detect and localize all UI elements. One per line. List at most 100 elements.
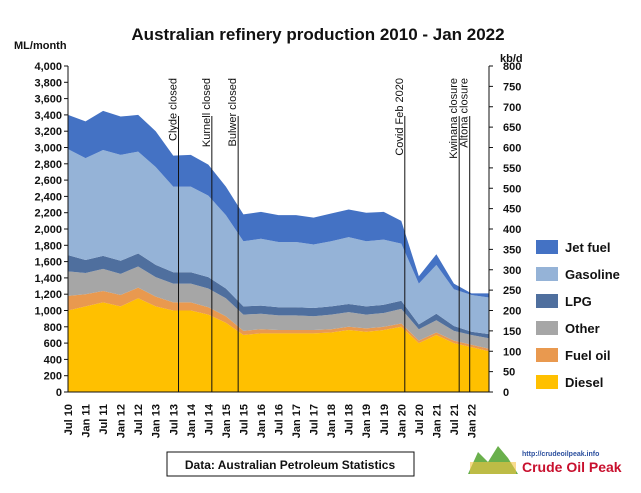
event-label: Clyde closed	[168, 78, 180, 141]
y-right-tick-label: 750	[503, 81, 521, 93]
y-left-tick-label: 200	[44, 371, 62, 383]
x-tick-label: Jan 17	[291, 404, 303, 438]
series-area-jet-fuel	[68, 110, 489, 298]
x-tick-label: Jan 20	[396, 404, 408, 438]
x-tick-label: Jul 10	[63, 404, 75, 435]
y-right-tick-label: 350	[503, 244, 521, 256]
legend-swatch-jet-fuel	[536, 240, 558, 254]
x-tick-label: Jan 22	[466, 404, 478, 438]
y-right-tick-label: 200	[503, 306, 521, 318]
legend-swatch-gasoline	[536, 267, 558, 281]
legend-swatch-diesel	[536, 375, 558, 389]
x-tick-label: Jul 21	[449, 404, 461, 435]
x-tick-label: Jul 14	[203, 403, 215, 435]
y-right-tick-label: 500	[503, 183, 521, 195]
x-tick-label: Jan 11	[81, 404, 93, 438]
series-area-gasoline	[68, 149, 489, 335]
x-tick-label: Jul 13	[168, 404, 180, 435]
y-right-tick-label: 50	[503, 367, 515, 379]
y-left-tick-label: 3,600	[34, 94, 62, 106]
x-tick-label: Jul 12	[133, 404, 145, 435]
y-right-tick-label: 650	[503, 122, 521, 134]
y-left-tick-label: 1,200	[34, 289, 62, 301]
event-label: Altona closure	[459, 78, 471, 148]
y-right-tick-label: 150	[503, 326, 521, 338]
brand-url: http://crudeoilpeak.info	[522, 451, 599, 458]
y-left-tick-label: 2,800	[34, 159, 62, 171]
y-left-tick-label: 3,200	[34, 126, 62, 138]
y-right-unit: kb/d	[500, 53, 523, 65]
y-left-tick-label: 2,000	[34, 224, 62, 236]
y-right-tick-label: 600	[503, 143, 521, 155]
event-label: Covid Feb 2020	[394, 78, 406, 156]
y-left-tick-label: 2,400	[34, 191, 62, 203]
y-right-tick-label: 550	[503, 163, 521, 175]
x-tick-label: Jul 17	[309, 404, 321, 435]
legend-swatch-fuel-oil	[536, 348, 558, 362]
series-area-fuel-oil	[68, 287, 489, 352]
series-area-diesel	[68, 298, 489, 392]
axes: 0 200 400 600 800 1,000 1,200 1,400 1,600 1,800 2,…	[34, 61, 521, 438]
series-area-lpg	[68, 253, 489, 339]
source-box	[166, 451, 415, 477]
y-right-tick-label: 700	[503, 102, 521, 114]
y-left-unit: ML/month	[14, 40, 67, 52]
y-left-tick-label: 1,800	[34, 240, 62, 252]
legend-swatch-other	[536, 321, 558, 335]
y-right-tick-label: 250	[503, 285, 521, 297]
legend-label-jet-fuel: Jet fuel	[565, 240, 611, 255]
source-note: Data: Australian Petroleum Statistics	[185, 458, 396, 472]
event-label: Bulwer closed	[227, 78, 239, 146]
brand-name: Crude Oil Peak	[522, 459, 622, 475]
x-tick-label: Jul 20	[414, 404, 426, 435]
y-left-tick-label: 3,800	[34, 77, 62, 89]
x-tick-label: Jan 21	[431, 404, 443, 438]
x-tick-label: Jul 19	[379, 404, 391, 435]
y-left-tick-label: 4,000	[34, 61, 62, 73]
x-tick-label: Jan 19	[361, 404, 373, 438]
y-left-tick-label: 1,400	[34, 273, 62, 285]
x-tick-label: Jan 18	[326, 404, 338, 438]
y-left-tick-label: 400	[44, 354, 62, 366]
y-right-tick-label: 400	[503, 224, 521, 236]
x-tick-label: Jul 11	[98, 404, 110, 435]
y-left-tick-label: 3,400	[34, 110, 62, 122]
brand-logo-base	[470, 462, 516, 474]
x-tick-label: Jan 16	[256, 404, 268, 438]
y-right-tick-label: 0	[503, 387, 509, 399]
y-left-tick-label: 600	[44, 338, 62, 350]
y-left-tick-label: 3,000	[34, 143, 62, 155]
legend-label-lpg: LPG	[565, 294, 592, 309]
legend-label-diesel: Diesel	[565, 375, 603, 390]
y-left-tick-label: 800	[44, 322, 62, 334]
legend-swatch-lpg	[536, 294, 558, 308]
event-label: Kurnell closed	[201, 78, 213, 147]
event-lines: Clyde closed Kurnell closed Bulwer closed C…	[168, 78, 471, 392]
x-tick-label: Jan 14	[186, 403, 198, 438]
plot-area	[68, 110, 489, 392]
y-left-tick-label: 1,600	[34, 257, 62, 269]
series-area-other	[68, 266, 489, 349]
brand-logo: http://crudeoilpeak.info Crude Oil Peak	[468, 446, 622, 475]
event-label: Kwinana closure	[448, 78, 460, 159]
legend-label-fuel-oil: Fuel oil	[565, 348, 611, 363]
y-left-tick-label: 0	[56, 387, 62, 399]
x-tick-label: Jan 12	[116, 404, 128, 438]
x-tick-label: Jan 15	[221, 404, 233, 438]
x-tick-label: Jul 18	[344, 404, 356, 435]
y-right-tick-label: 300	[503, 265, 521, 277]
y-left-tick-label: 2,600	[34, 175, 62, 187]
legend-label-gasoline: Gasoline	[565, 267, 620, 282]
legend: Jet fuel Gasoline LPG Other Fuel oil Diesel	[536, 240, 620, 390]
y-right-tick-label: 100	[503, 346, 521, 358]
x-tick-label: Jul 15	[238, 404, 250, 435]
legend-label-other: Other	[565, 321, 600, 336]
y-left-tick-label: 2,200	[34, 208, 62, 220]
x-tick-label: Jul 16	[274, 404, 286, 435]
y-right-tick-label: 450	[503, 204, 521, 216]
y-left-tick-label: 1,000	[34, 306, 62, 318]
chart-title: Australian refinery production 2010 - Ja…	[131, 25, 504, 44]
x-tick-label: Jan 13	[151, 404, 163, 438]
